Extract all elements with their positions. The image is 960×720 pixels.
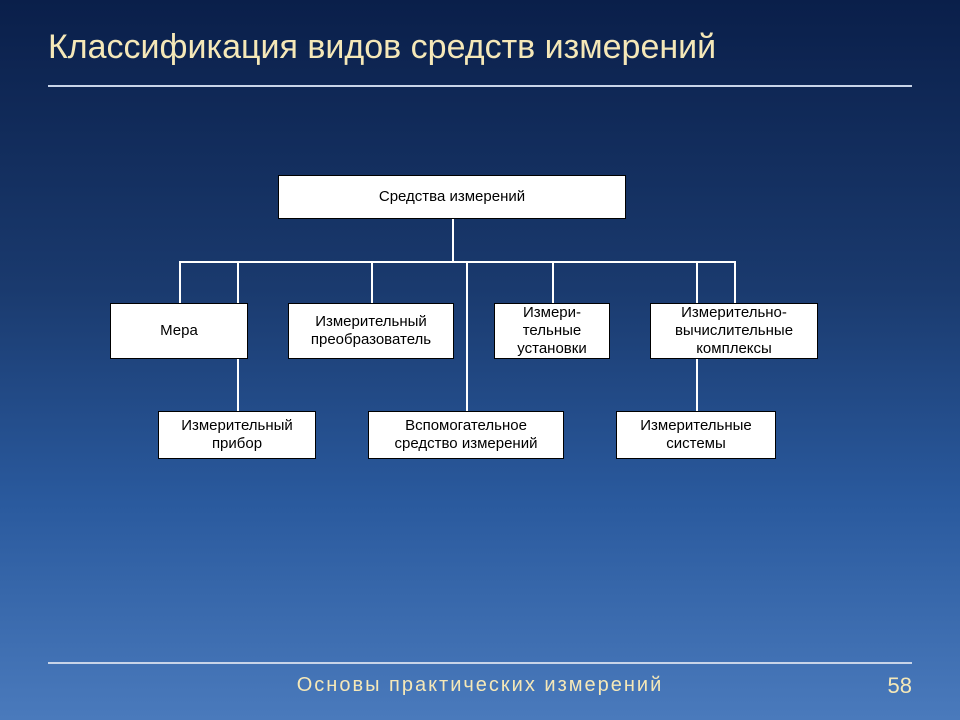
node-row1-1: Измерительный преобразователь bbox=[288, 303, 454, 359]
page-number: 58 bbox=[888, 673, 912, 699]
node-row1-3: Измерительно-вычислительные комплексы bbox=[650, 303, 818, 359]
connector-branch-0 bbox=[179, 261, 181, 303]
connector-bus bbox=[179, 261, 736, 263]
connector-branch-2 bbox=[371, 261, 373, 303]
title-divider bbox=[48, 85, 912, 87]
footer: Основы практических измерений 58 bbox=[0, 662, 960, 720]
connector-branch-3 bbox=[466, 261, 468, 411]
node-row2-0: Измерительный прибор bbox=[158, 411, 316, 459]
node-row1-0: Мера bbox=[110, 303, 248, 359]
classification-diagram: Средства измерений Мера Измерительный прео… bbox=[0, 175, 960, 535]
node-row2-1: Вспомогательное средство измерений bbox=[368, 411, 564, 459]
node-root: Средства измерений bbox=[278, 175, 626, 219]
connector-root-drop bbox=[452, 219, 454, 261]
connector-branch-4 bbox=[552, 261, 554, 303]
slide-title: Классификация видов средств измерений bbox=[0, 0, 960, 85]
slide: Классификация видов средств измерений Ср… bbox=[0, 0, 960, 720]
footer-text: Основы практических измерений bbox=[297, 674, 664, 697]
node-row2-2: Измерительные системы bbox=[616, 411, 776, 459]
connector-branch-6 bbox=[734, 261, 736, 303]
node-row1-2: Измери- тельные установки bbox=[494, 303, 610, 359]
